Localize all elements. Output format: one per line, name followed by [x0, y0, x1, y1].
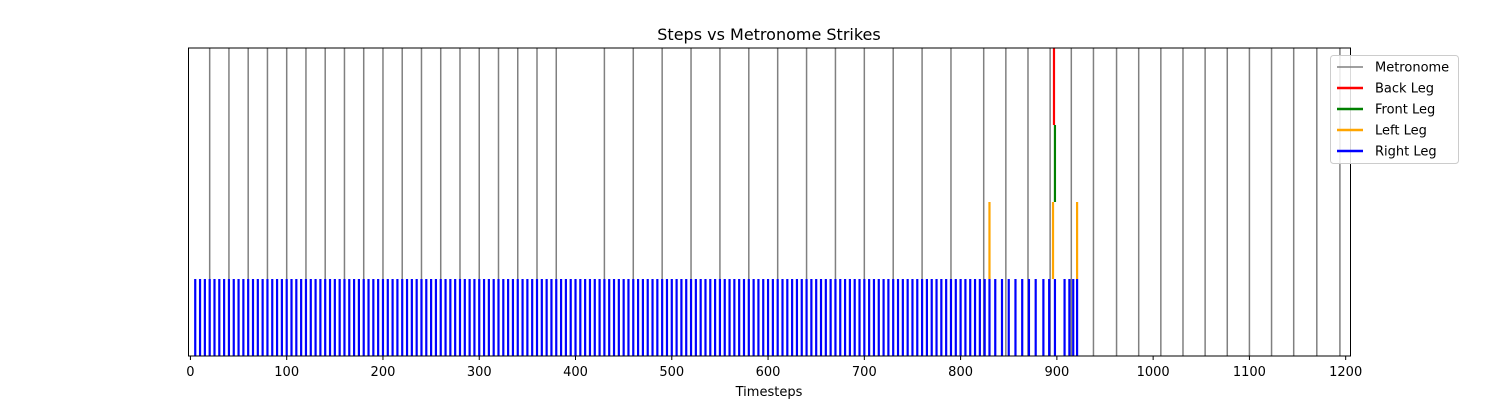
x-tick-label: 200 — [371, 365, 396, 380]
x-tick-label: 100 — [274, 365, 299, 380]
x-tick-label: 700 — [852, 365, 877, 380]
legend-label-back-leg: Back Leg — [1375, 82, 1434, 97]
x-tick-label: 500 — [659, 365, 684, 380]
x-tick-label: 600 — [756, 365, 781, 380]
x-tick-label: 800 — [948, 365, 973, 380]
legend-box — [1330, 55, 1459, 164]
x-axis: 0 100 200 300 400 500 600 700 800 900 1000 1100 1200 — [186, 356, 1362, 380]
legend: Metronome Back Leg Front Leg Left Leg Right … — [1330, 55, 1459, 164]
steps-layer — [194, 48, 1079, 356]
legend-label-right-leg: Right Leg — [1375, 145, 1437, 160]
x-axis-label: Timesteps — [735, 385, 803, 400]
x-tick-label: 900 — [1044, 365, 1069, 380]
plot-frame — [188, 47, 1351, 357]
x-tick-label: 1200 — [1329, 365, 1362, 380]
x-tick-label: 0 — [186, 365, 194, 380]
chart-title: Steps vs Metronome Strikes — [657, 25, 880, 44]
x-tick-label: 1000 — [1137, 365, 1170, 380]
legend-label-metronome: Metronome — [1375, 61, 1449, 76]
legend-label-left-leg: Left Leg — [1375, 124, 1427, 139]
x-tick-label: 300 — [467, 365, 492, 380]
x-tick-label: 1100 — [1233, 365, 1266, 380]
x-tick-label: 400 — [563, 365, 588, 380]
legend-label-front-leg: Front Leg — [1375, 103, 1435, 118]
